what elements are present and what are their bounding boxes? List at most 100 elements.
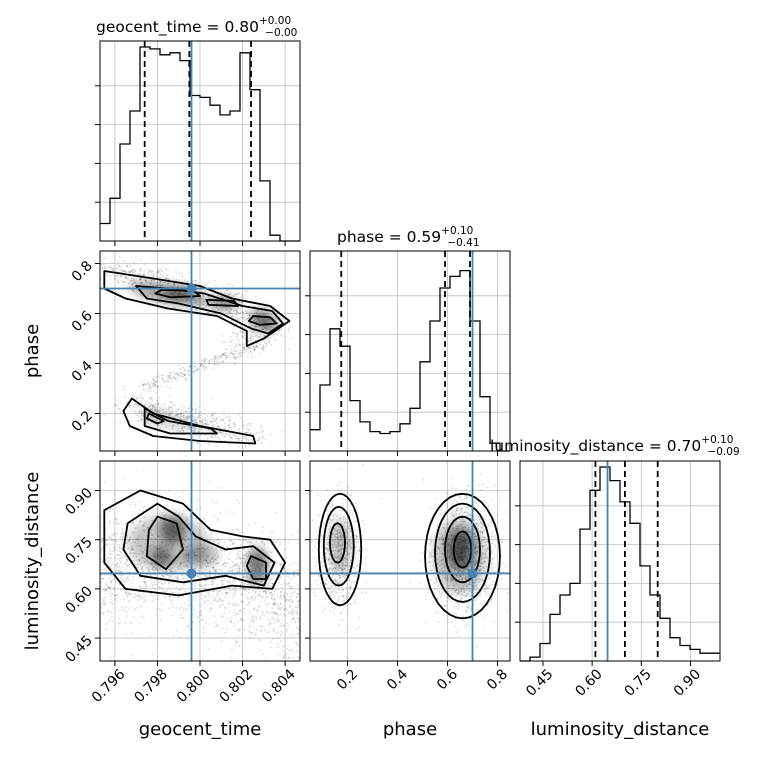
sample-point <box>154 594 157 597</box>
sample-point <box>227 618 230 621</box>
sample-point <box>505 565 508 567</box>
sample-point <box>201 619 204 621</box>
sample-point <box>101 267 104 269</box>
sample-point <box>271 594 274 597</box>
sample-point <box>127 277 129 280</box>
sample-point <box>206 415 209 418</box>
sample-point <box>111 616 113 619</box>
sample-point <box>446 600 448 602</box>
sample-point <box>332 514 334 517</box>
sample-point <box>111 289 114 292</box>
sample-point <box>122 385 125 388</box>
grid-layer <box>100 41 720 661</box>
sample-point <box>356 549 359 552</box>
sample-point <box>481 627 484 630</box>
sample-point <box>221 354 224 357</box>
sample-point <box>222 563 225 565</box>
sample-point <box>246 317 249 320</box>
sample-point <box>259 601 262 603</box>
sample-point <box>119 547 121 550</box>
sample-point <box>153 376 155 379</box>
sample-point <box>481 488 483 491</box>
sample-point <box>114 517 116 520</box>
sample-point <box>287 348 290 350</box>
sample-point <box>256 546 259 549</box>
sample-point <box>220 569 223 571</box>
sample-point <box>271 611 274 614</box>
sample-point <box>282 569 285 571</box>
sample-point <box>236 310 239 313</box>
sample-point <box>177 374 180 377</box>
sample-point <box>141 397 144 400</box>
sample-point <box>106 584 109 587</box>
sample-point <box>114 501 117 504</box>
sample-point <box>289 326 291 329</box>
sample-point <box>220 433 223 435</box>
sample-point <box>131 582 133 585</box>
sample-point <box>244 348 247 350</box>
sample-point <box>280 603 282 605</box>
sample-point <box>105 589 107 592</box>
sample-point <box>187 625 189 627</box>
sample-point <box>329 526 332 528</box>
sample-point <box>207 311 210 314</box>
sample-point <box>254 522 257 525</box>
sample-point <box>431 522 434 524</box>
sample-point <box>253 346 255 349</box>
sample-point <box>213 362 215 365</box>
sample-point <box>166 374 169 377</box>
sample-point <box>142 570 144 573</box>
sample-point <box>111 538 113 541</box>
sample-point <box>237 563 239 566</box>
sample-point <box>286 598 289 601</box>
sample-point <box>142 469 145 472</box>
sample-point <box>271 607 274 610</box>
sample-point <box>223 578 226 581</box>
sample-point <box>172 582 175 585</box>
sample-point <box>262 626 265 629</box>
sample-point <box>198 499 200 502</box>
sample-point <box>210 359 213 362</box>
sample-point <box>234 587 237 590</box>
sample-point <box>161 274 164 277</box>
sample-point <box>128 607 131 610</box>
sample-point <box>229 539 232 542</box>
sample-point <box>485 585 487 588</box>
sample-point <box>339 591 342 594</box>
sample-point <box>250 542 253 545</box>
sample-point <box>167 408 170 411</box>
sample-point <box>179 636 182 639</box>
sample-point <box>477 483 480 486</box>
sample-point <box>229 356 232 358</box>
sample-point <box>434 588 437 590</box>
sample-point <box>204 579 207 582</box>
sample-point <box>256 594 259 596</box>
sample-point <box>196 417 199 419</box>
sample-point <box>234 346 237 348</box>
sample-point <box>165 275 168 277</box>
sample-point <box>352 581 355 584</box>
sample-point <box>150 396 153 398</box>
sample-point <box>204 601 207 604</box>
sample-point <box>156 399 159 402</box>
sample-point <box>496 553 499 555</box>
sample-point <box>297 628 299 630</box>
sample-point <box>288 649 291 652</box>
sample-point <box>240 618 242 621</box>
sample-point <box>266 344 268 346</box>
sample-point <box>246 597 249 600</box>
sample-point <box>290 601 293 604</box>
sample-point <box>182 366 185 369</box>
sample-point <box>233 357 236 359</box>
sample-point <box>170 376 172 379</box>
sample-point <box>236 613 239 616</box>
sample-point <box>487 548 490 551</box>
sample-point <box>117 260 120 263</box>
sample-point <box>134 597 137 599</box>
sample-point <box>297 606 299 609</box>
sample-point <box>283 596 286 599</box>
sample-point <box>243 587 245 590</box>
sample-point <box>194 599 197 602</box>
sample-point <box>124 562 127 564</box>
sample-point <box>150 397 152 400</box>
